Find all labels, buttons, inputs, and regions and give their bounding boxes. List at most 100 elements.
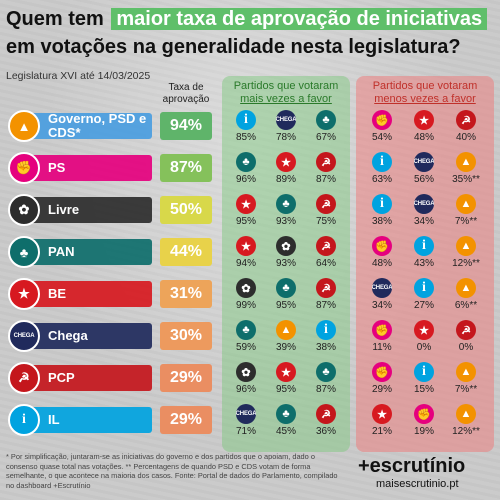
livre-poppy-icon: ✿ xyxy=(8,194,40,226)
approval-rate: 29% xyxy=(160,406,212,434)
livre-poppy-icon: ✿ xyxy=(236,278,256,298)
pcp-hammer-sickle-icon: ☭ xyxy=(316,236,336,256)
be-star-icon: ★ xyxy=(414,110,434,130)
approval-rate: 31% xyxy=(160,280,212,308)
party-label: PAN xyxy=(48,244,75,259)
more-votes-pct: 87% xyxy=(315,384,336,395)
title-line-2: em votações na generalidade nesta legisl… xyxy=(6,36,461,58)
less-votes-pct: 56% xyxy=(413,174,434,185)
less-votes-pct: 40% xyxy=(455,132,476,143)
party-label: PCP xyxy=(48,370,75,385)
party-label: Livre xyxy=(48,202,80,217)
title-plain: Quem tem xyxy=(6,8,104,30)
more-votes-pct: 67% xyxy=(315,132,336,143)
row-label-bar xyxy=(20,155,152,181)
approval-rate: 94% xyxy=(160,112,212,140)
rate-column-header: Taxa de aprovação xyxy=(162,82,210,105)
less-votes-pct: 54% xyxy=(371,132,392,143)
row-label-bar xyxy=(20,239,152,265)
pcp-hammer-sickle-icon: ☭ xyxy=(456,110,476,130)
ps-rose-icon: ✊ xyxy=(372,362,392,382)
il-icon: i xyxy=(414,236,434,256)
il-icon: i xyxy=(236,110,256,130)
less-votes-pct: 11% xyxy=(372,342,392,353)
less-votes-header: Partidos que votaram menos vezes a favor xyxy=(356,80,494,106)
less-votes-pct: 21% xyxy=(371,426,392,437)
footnote: * Por simplificação, juntaram-se as inic… xyxy=(6,452,338,490)
more-votes-pct: 87% xyxy=(315,174,336,185)
pcp-hammer-sickle-icon: ☭ xyxy=(456,320,476,340)
approval-rate: 87% xyxy=(160,154,212,182)
less-votes-pct: 6%** xyxy=(454,300,478,311)
chega-icon: CHEGA xyxy=(372,278,392,298)
party-label: IL xyxy=(48,412,60,427)
less-votes-pct: 35%** xyxy=(452,174,480,185)
less-votes-pct: 43% xyxy=(413,258,434,269)
more-votes-pct: 75% xyxy=(315,216,336,227)
pan-tree-icon: ♣ xyxy=(316,110,336,130)
chega-icon: CHEGA xyxy=(414,194,434,214)
chega-icon: CHEGA xyxy=(236,404,256,424)
pan-tree-icon: ♣ xyxy=(316,362,336,382)
brand-url[interactable]: maisescrutinio.pt xyxy=(376,478,459,490)
be-star-icon: ★ xyxy=(276,362,296,382)
more-votes-pct: 95% xyxy=(275,300,296,311)
gov-icon: ▲ xyxy=(456,152,476,172)
be-star-icon: ★ xyxy=(372,404,392,424)
il-icon: i xyxy=(414,362,434,382)
row-label-bar xyxy=(20,281,152,307)
party-label: Governo, PSD e CDS* xyxy=(48,111,147,140)
gov-icon: ▲ xyxy=(456,194,476,214)
more-votes-pct: 95% xyxy=(235,216,256,227)
less-votes-pct: 63% xyxy=(371,174,392,185)
less-votes-pct: 0% xyxy=(416,342,432,353)
less-votes-pct: 34% xyxy=(371,300,392,311)
row-label-bar xyxy=(20,365,152,391)
more-votes-pct: 64% xyxy=(315,258,336,269)
pan-tree-icon: ♣ xyxy=(276,194,296,214)
pcp-hammer-sickle-icon: ☭ xyxy=(316,194,336,214)
il-icon: i xyxy=(414,278,434,298)
party-label: PS xyxy=(48,160,66,175)
be-star-icon: ★ xyxy=(236,236,256,256)
more-header-line-2: mais vezes a favor xyxy=(240,93,332,105)
il-icon: i xyxy=(8,404,40,436)
subtitle: Legislatura XVI até 14/03/2025 xyxy=(6,70,151,82)
approval-rate: 44% xyxy=(160,238,212,266)
pcp-hammer-sickle-icon: ☭ xyxy=(316,404,336,424)
less-votes-pct: 12%** xyxy=(452,258,480,269)
brand-logo: +escrutínio xyxy=(358,455,466,477)
ps-rose-icon: ✊ xyxy=(8,152,40,184)
less-votes-pct: 38% xyxy=(371,216,392,227)
more-votes-pct: 93% xyxy=(275,216,296,227)
less-votes-pct: 19% xyxy=(413,426,434,437)
more-votes-pct: 36% xyxy=(315,426,336,437)
less-votes-pct: 0% xyxy=(458,342,474,353)
more-header-line-1: Partidos que votaram xyxy=(233,80,339,92)
be-star-icon: ★ xyxy=(8,278,40,310)
row-label-bar xyxy=(20,197,152,223)
chega-icon: CHEGA xyxy=(8,320,40,352)
gov-icon: ▲ xyxy=(456,236,476,256)
livre-poppy-icon: ✿ xyxy=(236,362,256,382)
ps-rose-icon: ✊ xyxy=(372,320,392,340)
pan-tree-icon: ♣ xyxy=(276,404,296,424)
ps-rose-icon: ✊ xyxy=(372,236,392,256)
less-header-line-1: Partidos que votaram xyxy=(372,80,478,92)
more-votes-header: Partidos que votaram mais vezes a favor xyxy=(222,80,350,106)
chega-icon: CHEGA xyxy=(414,152,434,172)
more-votes-pct: 96% xyxy=(235,174,256,185)
pcp-hammer-sickle-icon: ☭ xyxy=(316,278,336,298)
less-votes-pct: 48% xyxy=(371,258,392,269)
title-line-1: Quem tem maior taxa de aprovação de inic… xyxy=(6,6,488,32)
less-votes-pct: 12%** xyxy=(452,426,480,437)
pan-tree-icon: ♣ xyxy=(236,320,256,340)
less-votes-pct: 15% xyxy=(413,384,434,395)
less-votes-pct: 7%** xyxy=(454,216,478,227)
il-icon: i xyxy=(372,152,392,172)
gov-icon: ▲ xyxy=(276,320,296,340)
gov-icon: ▲ xyxy=(456,278,476,298)
ps-rose-icon: ✊ xyxy=(414,404,434,424)
pan-tree-icon: ♣ xyxy=(236,152,256,172)
